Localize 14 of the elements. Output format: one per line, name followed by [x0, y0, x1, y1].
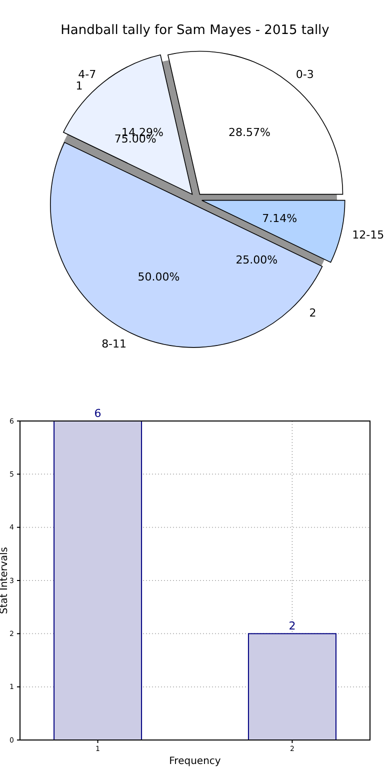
chart-title: Handball tally for Sam Mayes - 2015 tally	[60, 23, 330, 38]
slice-label: 12-15	[352, 228, 384, 242]
data-label: 7.14%	[262, 212, 298, 226]
slice-label: 4-7	[78, 68, 96, 81]
data-label: 28.57%	[228, 126, 270, 139]
slice-label: 1	[76, 80, 83, 93]
slice-label: 8-11	[102, 337, 127, 350]
data-label: 6	[94, 407, 102, 420]
data-label: 25.00%	[236, 254, 278, 267]
x-axis-title: Frequency	[169, 756, 221, 767]
data-label: 2	[288, 620, 296, 633]
slice-label: 0-3	[296, 68, 314, 81]
data-label: 50.00%	[138, 270, 180, 284]
slice-label: 2	[309, 306, 316, 320]
